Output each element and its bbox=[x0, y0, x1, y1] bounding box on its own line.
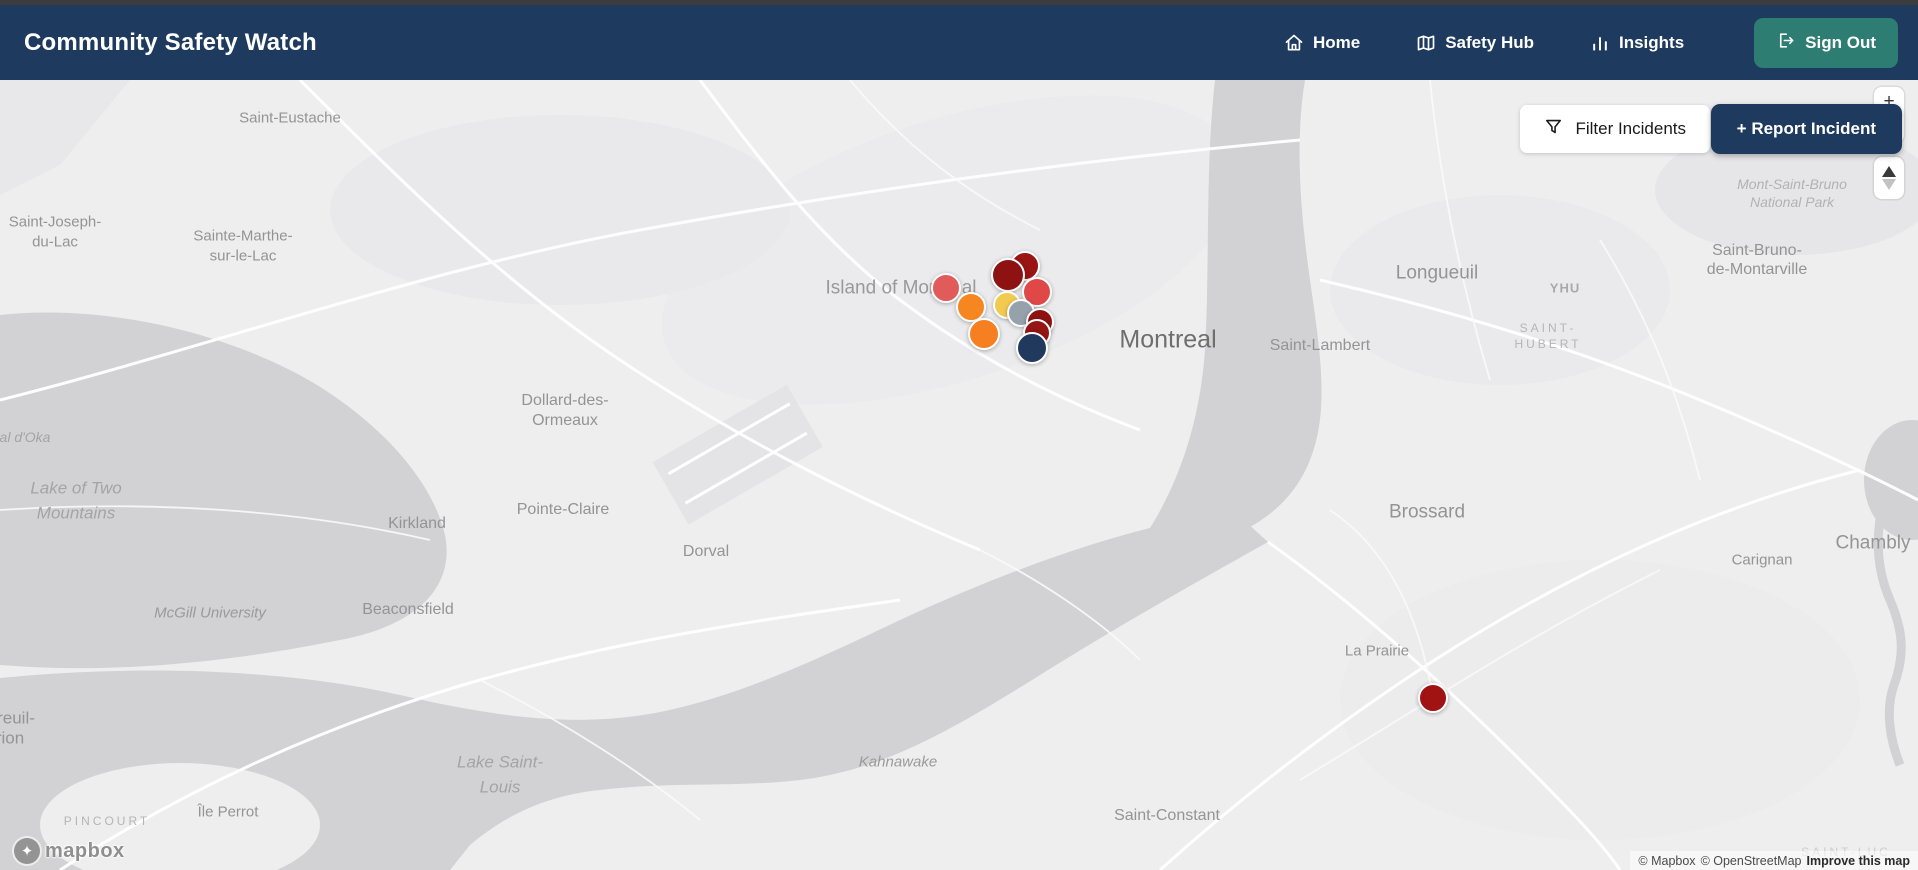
map-label: Kirkland bbox=[388, 515, 446, 532]
map-label: de-Montarville bbox=[1706, 261, 1808, 278]
attribution-mapbox-link[interactable]: © Mapbox bbox=[1638, 853, 1696, 868]
filter-funnel-icon bbox=[1544, 117, 1563, 141]
map-icon bbox=[1416, 33, 1436, 53]
nav-item-insights[interactable]: Insights bbox=[1590, 33, 1684, 53]
map-canvas[interactable]: Saint-Eustache Saint-Joseph-du-Lac Sainte-… bbox=[0, 80, 1918, 870]
incident-marker[interactable] bbox=[968, 318, 1000, 350]
incident-marker[interactable] bbox=[931, 273, 961, 303]
map-compass-control[interactable] bbox=[1874, 157, 1904, 199]
attribution-osm-link[interactable]: © OpenStreetMap bbox=[1700, 853, 1802, 868]
bar-chart-icon bbox=[1590, 33, 1610, 53]
map-label: Sainte-Marthe- bbox=[193, 227, 293, 245]
app-header: Community Safety Watch Home Safety Hub I… bbox=[0, 5, 1918, 80]
mapbox-logo-word: mapbox bbox=[45, 839, 125, 862]
app-title: Community Safety Watch bbox=[24, 28, 317, 56]
map-label: National Park bbox=[1749, 194, 1835, 210]
map-label: Saint-Constant bbox=[1114, 807, 1220, 824]
map-label: sur-le-Lac bbox=[209, 247, 277, 265]
report-incident-button[interactable]: + Report Incident bbox=[1710, 104, 1902, 154]
map-label: Ormeaux bbox=[532, 412, 598, 429]
nav-item-label: Safety Hub bbox=[1445, 32, 1534, 52]
nav-item-safety-hub[interactable]: Safety Hub bbox=[1416, 33, 1534, 53]
map-label: Lake Saint- bbox=[457, 752, 543, 772]
basemap-art bbox=[0, 80, 1918, 870]
map-label: Carignan bbox=[1731, 551, 1793, 569]
incident-marker[interactable] bbox=[1016, 332, 1048, 364]
nav-item-home[interactable]: Home bbox=[1284, 33, 1360, 53]
improve-map-link[interactable]: Improve this map bbox=[1806, 853, 1911, 868]
map-label: Montreal bbox=[1119, 325, 1217, 354]
sign-out-icon bbox=[1776, 31, 1795, 55]
map-label: rion bbox=[0, 728, 25, 748]
map-label: McGill University bbox=[154, 604, 266, 622]
map-label: La Prairie bbox=[1344, 642, 1410, 660]
filter-incidents-button[interactable]: Filter Incidents bbox=[1520, 105, 1710, 153]
map-label: Dorval bbox=[682, 543, 730, 560]
map-label: HUBERT bbox=[1514, 337, 1582, 351]
map-label: Saint-Eustache bbox=[239, 109, 341, 127]
compass-north-icon bbox=[1882, 166, 1896, 177]
home-icon bbox=[1284, 33, 1304, 53]
map-label: du-Lac bbox=[32, 233, 78, 251]
map-label: Saint-Lambert bbox=[1269, 337, 1371, 354]
map-label: Saint-Joseph- bbox=[8, 213, 102, 231]
main-nav: Home Safety Hub Insights Sign Out bbox=[1284, 17, 1898, 68]
window-edge bbox=[0, 0, 1918, 5]
nav-item-label: Insights bbox=[1619, 32, 1685, 52]
map-label: Mont-Saint-Bruno bbox=[1737, 176, 1847, 192]
map-attribution: © Mapbox © OpenStreetMap Improve this ma… bbox=[1630, 851, 1918, 870]
map-label: Louis bbox=[479, 777, 521, 797]
compass-south-icon bbox=[1882, 179, 1896, 190]
map-label: Kahnawake bbox=[858, 753, 938, 771]
sign-out-label: Sign Out bbox=[1805, 32, 1876, 52]
mapbox-logo-icon: ✦ bbox=[14, 838, 40, 864]
map-label: PINCOURT bbox=[63, 814, 151, 828]
filter-incidents-label: Filter Incidents bbox=[1575, 119, 1686, 138]
incident-marker[interactable] bbox=[991, 258, 1025, 292]
nav-item-label: Home bbox=[1312, 32, 1361, 52]
map-label: Chambly bbox=[1835, 532, 1911, 554]
incident-marker[interactable] bbox=[956, 292, 986, 322]
mapbox-logo[interactable]: ✦ mapbox bbox=[14, 838, 125, 864]
map-label: reuil- bbox=[0, 708, 35, 728]
map-label: YHU bbox=[1549, 280, 1581, 296]
map-label: al d'Oka bbox=[0, 429, 51, 445]
incident-marker[interactable] bbox=[1418, 683, 1448, 713]
map-label: Lake of Two bbox=[30, 478, 122, 498]
map-label: Longueuil bbox=[1395, 262, 1479, 284]
sign-out-button[interactable]: Sign Out bbox=[1754, 17, 1898, 68]
map-label: Saint-Bruno- bbox=[1712, 242, 1802, 259]
map-label: Brossard bbox=[1388, 501, 1466, 523]
map-label: Île Perrot bbox=[197, 803, 259, 821]
map-label: Pointe-Claire bbox=[516, 501, 610, 518]
map-label: Beaconsfield bbox=[362, 601, 454, 618]
map-label: Mountains bbox=[36, 503, 116, 523]
map-label: Dollard-des- bbox=[521, 392, 609, 409]
map-label: SAINT- bbox=[1519, 321, 1577, 335]
